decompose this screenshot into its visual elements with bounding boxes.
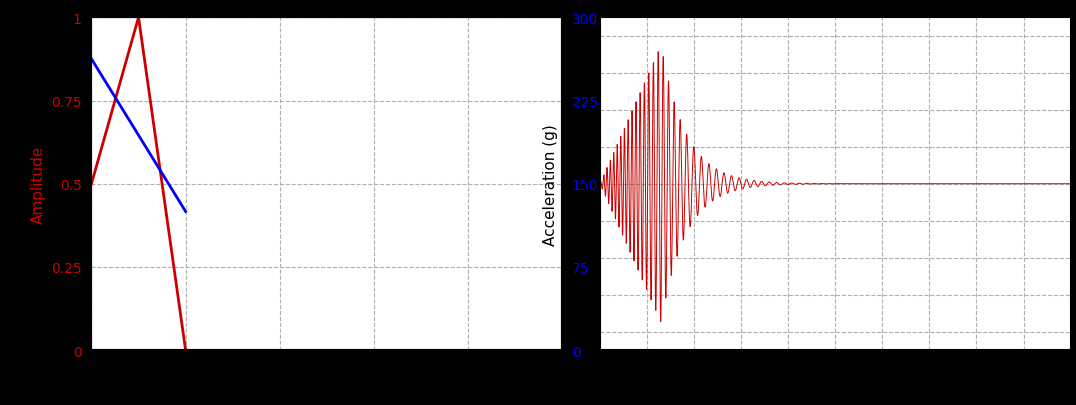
X-axis label: Time (ms): Time (ms) xyxy=(796,379,874,394)
Y-axis label: Acceleration (g): Acceleration (g) xyxy=(542,124,557,245)
Y-axis label: Frequency (Hz): Frequency (Hz) xyxy=(604,127,619,242)
Y-axis label: Amplitude: Amplitude xyxy=(30,145,45,224)
X-axis label: Time (ms): Time (ms) xyxy=(288,379,366,394)
